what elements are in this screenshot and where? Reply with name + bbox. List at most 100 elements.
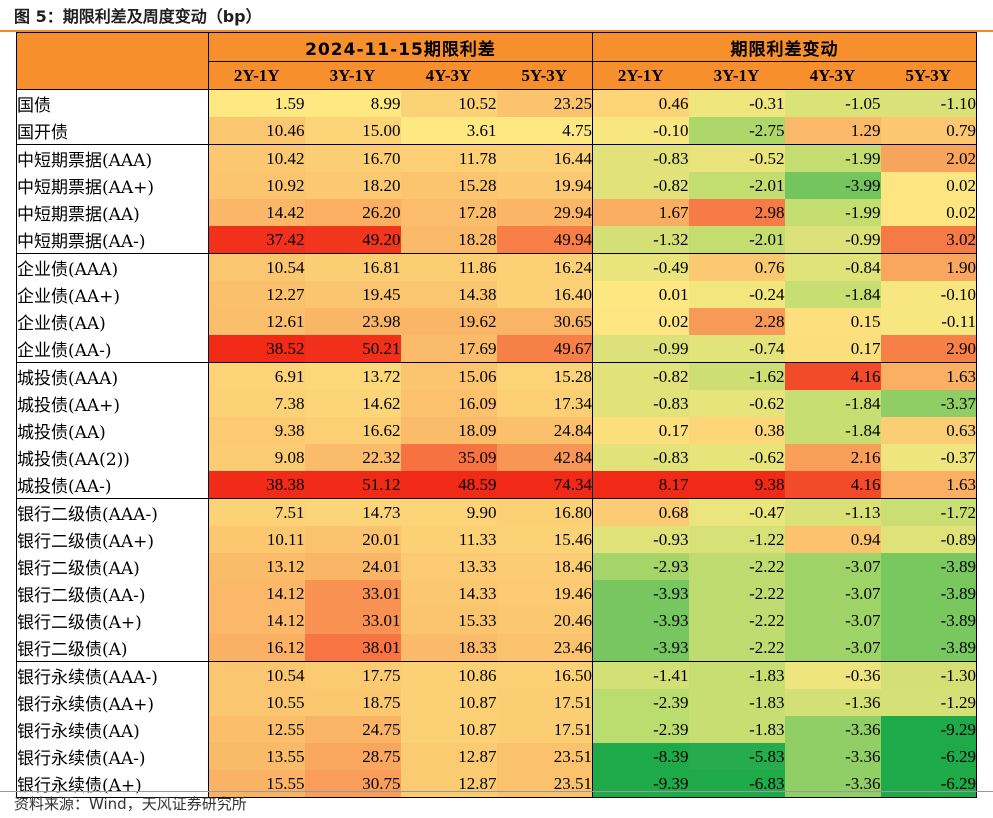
level-cell: 23.46	[496, 634, 593, 662]
change-cell: -3.07	[784, 580, 881, 607]
change-cell: -1.99	[784, 199, 881, 226]
change-cell: -1.72	[880, 498, 977, 526]
level-cell: 18.28	[400, 226, 497, 254]
change-cell: -3.93	[592, 607, 689, 634]
table-row: 中短期票据(AA) 14.42 26.20 17.28 29.94 1.67 2.98 -1.…	[16, 199, 977, 226]
change-cell: -1.84	[784, 281, 881, 308]
col-header: 5Y-3Y	[496, 61, 593, 90]
header-group-levels: 2024-11-15期限利差	[208, 32, 593, 62]
change-cell: 3.02	[880, 226, 977, 254]
level-cell: 19.94	[496, 172, 593, 199]
level-cell: 13.72	[304, 362, 401, 390]
level-cell: 18.20	[304, 172, 401, 199]
change-cell: 0.15	[784, 308, 881, 335]
change-cell: -0.31	[688, 89, 785, 117]
row-label: 中短期票据(AA-)	[16, 226, 209, 254]
level-cell: 7.38	[208, 390, 305, 417]
change-cell: 2.28	[688, 308, 785, 335]
change-cell: -2.22	[688, 634, 785, 662]
level-cell: 16.62	[304, 417, 401, 444]
change-cell: -2.22	[688, 607, 785, 634]
col-header: 3Y-1Y	[688, 61, 785, 90]
change-cell: -3.89	[880, 553, 977, 580]
change-cell: -0.62	[688, 390, 785, 417]
change-cell: -0.99	[784, 226, 881, 254]
level-cell: 13.33	[400, 553, 497, 580]
level-cell: 12.55	[208, 716, 305, 743]
change-cell: -0.10	[592, 117, 689, 145]
level-cell: 14.12	[208, 607, 305, 634]
level-cell: 23.25	[496, 89, 593, 117]
change-cell: -3.93	[592, 580, 689, 607]
change-cell: -0.52	[688, 144, 785, 172]
level-cell: 9.08	[208, 444, 305, 471]
change-cell: -2.39	[592, 716, 689, 743]
change-cell: -1.83	[688, 716, 785, 743]
row-label: 国债	[16, 89, 209, 117]
header-corner	[16, 32, 209, 90]
change-cell: 0.79	[880, 117, 977, 145]
change-cell: -2.01	[688, 172, 785, 199]
table-row: 银行二级债(AAA-) 7.51 14.73 9.90 16.80 0.68 -0.47 -1…	[16, 498, 977, 526]
source-note: 资料来源：Wind，天风证券研究所	[14, 795, 247, 813]
change-cell: 8.17	[592, 471, 689, 499]
table-row: 银行永续债(AA+) 10.55 18.75 10.87 17.51 -2.39 -1.83…	[16, 689, 977, 716]
term-spread-table: 2024-11-15期限利差 期限利差变动 2Y-1Y 3Y-1Y 4Y-3Y …	[16, 32, 977, 798]
level-cell: 49.94	[496, 226, 593, 254]
level-cell: 12.87	[400, 770, 497, 798]
change-cell: -3.93	[592, 634, 689, 662]
level-cell: 18.46	[496, 553, 593, 580]
table-row: 企业债(AA+) 12.27 19.45 14.38 16.40 0.01 -0.24 -1.…	[16, 281, 977, 308]
level-cell: 22.32	[304, 444, 401, 471]
level-cell: 42.84	[496, 444, 593, 471]
change-cell: -3.07	[784, 553, 881, 580]
level-cell: 28.75	[304, 743, 401, 770]
level-cell: 14.42	[208, 199, 305, 226]
change-cell: -0.83	[592, 144, 689, 172]
change-cell: -1.36	[784, 689, 881, 716]
level-cell: 23.98	[304, 308, 401, 335]
change-cell: -5.83	[688, 743, 785, 770]
col-header: 5Y-3Y	[880, 61, 977, 90]
level-cell: 3.61	[400, 117, 497, 145]
level-cell: 33.01	[304, 607, 401, 634]
level-cell: 37.42	[208, 226, 305, 254]
level-cell: 51.12	[304, 471, 401, 499]
level-cell: 19.62	[400, 308, 497, 335]
level-cell: 10.86	[400, 661, 497, 689]
level-cell: 1.59	[208, 89, 305, 117]
change-cell: -0.62	[688, 444, 785, 471]
table-row: 银行二级债(A) 16.12 38.01 18.33 23.46 -3.93 -2.22 -3…	[16, 634, 977, 662]
level-cell: 14.38	[400, 281, 497, 308]
level-cell: 16.40	[496, 281, 593, 308]
level-cell: 18.09	[400, 417, 497, 444]
change-cell: -1.30	[880, 661, 977, 689]
change-cell: 0.17	[592, 417, 689, 444]
level-cell: 15.06	[400, 362, 497, 390]
change-cell: -2.93	[592, 553, 689, 580]
level-cell: 15.00	[304, 117, 401, 145]
table-body: 国债 1.59 8.99 10.52 23.25 0.46 -0.31 -1.05 -1.10 国…	[16, 89, 977, 798]
level-cell: 8.99	[304, 89, 401, 117]
level-cell: 15.28	[400, 172, 497, 199]
col-header: 3Y-1Y	[304, 61, 401, 90]
figure-title: 图 5：期限利差及周度变动（bp）	[14, 7, 262, 26]
level-cell: 17.51	[496, 716, 593, 743]
table-row: 中短期票据(AA-) 37.42 49.20 18.28 49.94 -1.32 -2.01…	[16, 226, 977, 254]
change-cell: -0.49	[592, 253, 689, 281]
change-cell: -1.83	[688, 689, 785, 716]
row-label: 国开债	[16, 117, 209, 145]
table-row: 企业债(AA-) 38.52 50.21 17.69 49.67 -0.99 -0.74 0.…	[16, 335, 977, 363]
level-cell: 9.38	[208, 417, 305, 444]
level-cell: 30.65	[496, 308, 593, 335]
level-cell: 33.01	[304, 580, 401, 607]
table-row: 城投债(AA) 9.38 16.62 18.09 24.84 0.17 0.38 -1.84 0…	[16, 417, 977, 444]
level-cell: 23.51	[496, 743, 593, 770]
change-cell: 2.02	[880, 144, 977, 172]
level-cell: 10.55	[208, 689, 305, 716]
level-cell: 30.75	[304, 770, 401, 798]
level-cell: 24.01	[304, 553, 401, 580]
change-cell: -3.37	[880, 390, 977, 417]
change-cell: -3.36	[784, 743, 881, 770]
level-cell: 11.86	[400, 253, 497, 281]
